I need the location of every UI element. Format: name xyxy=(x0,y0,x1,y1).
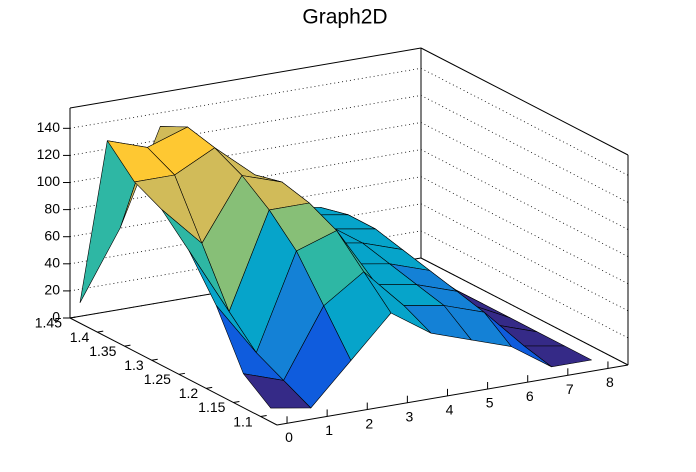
x-tick-label: 7 xyxy=(566,381,574,397)
y-tick xyxy=(97,330,104,333)
y-tick-label: 1.45 xyxy=(35,315,62,331)
z-tick-label: 140 xyxy=(37,119,61,135)
y-tick-label: 1.4 xyxy=(70,329,90,345)
surface-cell xyxy=(243,373,312,409)
x-tick-label: 8 xyxy=(606,374,614,390)
y-tick xyxy=(69,316,77,319)
grid-line xyxy=(69,67,629,176)
x-tick-label: 1 xyxy=(325,422,333,438)
y-tick xyxy=(233,400,240,403)
x-tick-label: 6 xyxy=(526,388,534,404)
grid-line xyxy=(69,94,629,203)
y-tick-label: 1.25 xyxy=(144,371,171,387)
z-tick-label: 20 xyxy=(44,282,60,298)
x-tick-label: 3 xyxy=(405,408,413,424)
box-edge xyxy=(420,47,629,156)
z-tick-label: 100 xyxy=(37,173,61,189)
y-tick-label: 1.1 xyxy=(233,413,253,429)
box-edge xyxy=(69,47,422,109)
y-tick-label: 1.3 xyxy=(124,357,144,373)
grid-line xyxy=(69,149,629,257)
grid-line xyxy=(69,257,629,366)
grid-line xyxy=(69,230,629,339)
chart-title: Graph2D xyxy=(302,6,387,29)
y-axis xyxy=(69,317,278,426)
x-tick-label: 4 xyxy=(446,402,454,418)
z-tick-label: 120 xyxy=(37,146,61,162)
grid-line xyxy=(69,203,629,312)
y-tick xyxy=(260,415,267,418)
grid-line xyxy=(69,122,629,230)
y-tick xyxy=(206,386,213,389)
y-tick-label: 1.35 xyxy=(89,343,116,359)
z-tick-label: 60 xyxy=(44,227,60,243)
y-tick xyxy=(178,372,186,375)
x-tick-label: 5 xyxy=(486,395,494,411)
y-tick xyxy=(124,344,131,347)
z-tick-label: 40 xyxy=(44,255,60,271)
y-tick xyxy=(151,358,158,361)
y-tick-label: 1.2 xyxy=(179,385,199,401)
x-tick-label: 2 xyxy=(365,415,373,431)
z-tick-label: 80 xyxy=(44,200,60,216)
z-tick-label: 0 xyxy=(52,309,60,325)
grid-line xyxy=(69,176,629,285)
x-axis xyxy=(276,364,629,426)
x-tick-label: 0 xyxy=(285,429,293,445)
y-tick-label: 1.15 xyxy=(198,399,225,415)
